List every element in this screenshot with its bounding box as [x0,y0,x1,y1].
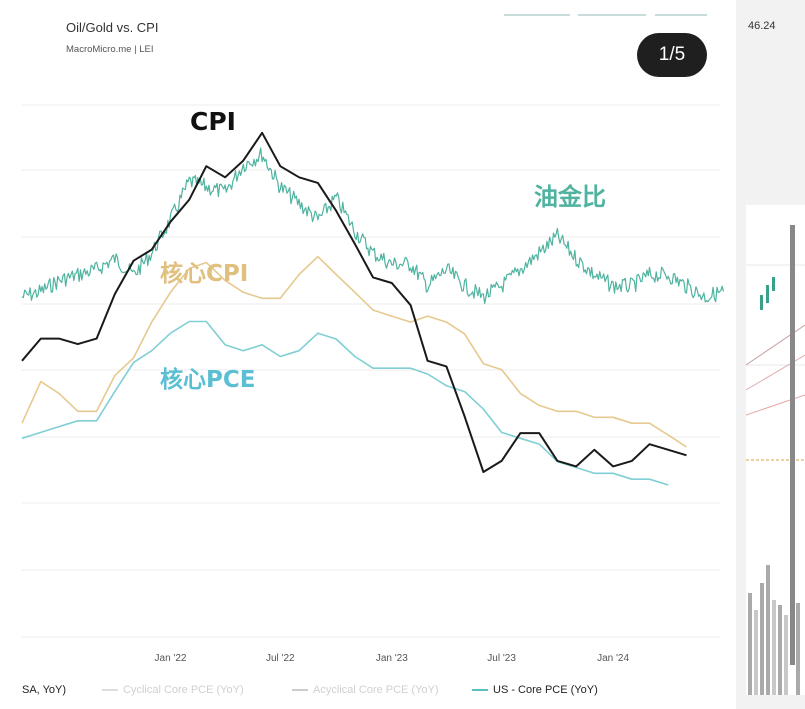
legend-label: Acyclical Core PCE (YoY) [313,684,439,696]
side-chart-area [745,205,805,695]
legend-item[interactable]: US - Core PCE (YoY) [472,684,598,696]
series-line-oil-gold [21,147,725,304]
x-tick-label: Jan '23 [376,653,408,664]
annotation-core-cpi: 核心CPI [160,260,248,287]
side-value: 46.24 [748,20,776,32]
toolbar-tab-2[interactable] [578,14,646,16]
annotation-cpi: CPI [190,107,236,136]
x-tick-label: Jul '23 [487,653,516,664]
chart-title: Oil/Gold vs. CPI [66,20,159,35]
line-chart: Jan '22 Jul '22 Jan '23 Jul '23 Jan '24 CPI … [21,104,725,664]
side-panel-preview: 46.24 [736,0,805,709]
legend-item[interactable]: SA, YoY) [22,684,66,696]
legend-swatch [102,689,118,692]
legend-item[interactable]: Cyclical Core PCE (YoY) [102,684,244,696]
x-tick-label: Jan '24 [597,653,629,664]
legend-label: SA, YoY) [22,684,67,696]
side-chart [745,225,805,695]
x-tick-label: Jul '22 [266,653,295,664]
toolbar-tab-1[interactable] [504,14,570,16]
x-axis: Jan '22 Jul '22 Jan '23 Jul '23 Jan '24 [155,653,630,664]
annotations: CPI 油金比 核心CPI 核心PCE [160,107,606,393]
slide-counter[interactable]: 1/5 [637,33,707,77]
annotation-oil-gold: 油金比 [534,183,606,211]
chart-legend: SA, YoY) Cyclical Core PCE (YoY) Acyclical… [22,684,722,700]
legend-swatch [472,689,488,692]
chart-card: Oil/Gold vs. CPI MacroMicro.me | LEI 1/5… [21,14,725,700]
toolbar-tab-3[interactable] [655,14,707,16]
annotation-core-pce: 核心PCE [160,366,255,393]
series-line-core-pce [21,320,669,486]
gridlines [22,104,720,638]
legend-label: Cyclical Core PCE (YoY) [123,684,244,696]
series-layer [21,131,725,486]
legend-item[interactable]: Acyclical Core PCE (YoY) [292,684,439,696]
series-line-core-cpi [21,255,687,448]
legend-label: US - Core PCE (YoY) [493,684,598,696]
x-tick-label: Jan '22 [155,653,187,664]
legend-swatch [292,689,308,692]
series-line-cpi [21,131,687,473]
chart-source: MacroMicro.me | LEI [66,44,154,55]
